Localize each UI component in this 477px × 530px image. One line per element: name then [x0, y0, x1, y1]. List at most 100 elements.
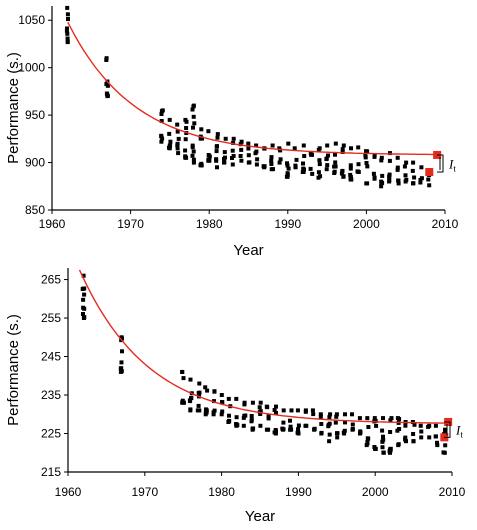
- data-point: [335, 435, 340, 440]
- data-point: [255, 157, 260, 162]
- data-point: [277, 160, 282, 165]
- data-point: [199, 127, 204, 132]
- x-axis-label: Year: [233, 242, 263, 259]
- data-point: [280, 426, 285, 431]
- marker-2: [425, 168, 434, 177]
- data-point: [427, 435, 432, 440]
- data-point: [241, 415, 246, 420]
- data-point: [412, 175, 417, 180]
- data-point: [443, 443, 448, 448]
- data-point: [412, 422, 417, 427]
- data-point: [190, 143, 195, 148]
- data-point: [302, 154, 307, 158]
- data-point: [381, 450, 386, 455]
- data-point: [294, 157, 299, 162]
- annotation-subscript: t: [453, 164, 456, 174]
- x-tick-label: 1980: [208, 485, 235, 499]
- y-tick-label: 255: [41, 311, 61, 325]
- data-point: [310, 171, 315, 176]
- data-point: [200, 136, 204, 141]
- data-point: [214, 158, 219, 163]
- data-point: [261, 164, 266, 169]
- data-point: [397, 427, 402, 431]
- data-point: [220, 400, 224, 405]
- data-point: [81, 273, 86, 278]
- y-tick-label: 265: [41, 273, 61, 287]
- data-point: [258, 423, 263, 428]
- data-point: [301, 143, 306, 148]
- data-point: [176, 151, 181, 156]
- data-point: [192, 121, 197, 126]
- data-point: [254, 162, 259, 167]
- x-tick-label: 2000: [353, 217, 380, 231]
- data-point: [387, 178, 392, 183]
- data-point: [326, 153, 330, 158]
- data-point: [190, 107, 195, 112]
- data-point: [215, 165, 219, 170]
- data-point: [318, 414, 323, 419]
- data-point: [190, 153, 195, 158]
- data-point: [327, 432, 332, 437]
- data-point: [175, 146, 180, 151]
- data-point: [189, 396, 194, 401]
- data-point: [418, 178, 423, 182]
- data-point: [215, 132, 220, 137]
- data-point: [104, 56, 109, 61]
- data-point: [343, 420, 347, 425]
- data-point: [348, 172, 353, 177]
- data-point: [308, 151, 313, 156]
- data-point: [247, 160, 252, 165]
- data-point: [81, 297, 86, 302]
- data-point: [269, 159, 274, 163]
- data-point: [188, 407, 193, 412]
- data-point: [120, 349, 124, 354]
- data-point: [403, 173, 408, 178]
- data-point: [365, 164, 370, 169]
- data-point: [334, 414, 339, 419]
- data-point: [317, 146, 322, 151]
- data-point: [342, 428, 347, 433]
- data-point: [356, 162, 361, 167]
- data-point: [264, 404, 269, 409]
- data-point: [379, 155, 384, 160]
- data-point: [340, 150, 345, 154]
- data-point: [365, 416, 370, 421]
- data-point: [350, 422, 355, 427]
- data-point: [167, 117, 172, 122]
- data-point: [191, 157, 196, 162]
- y-tick-label: 215: [41, 465, 61, 479]
- data-point: [349, 146, 353, 151]
- data-point: [230, 162, 235, 167]
- data-point: [426, 177, 431, 182]
- data-point: [387, 158, 392, 163]
- data-point: [296, 423, 301, 428]
- data-point: [197, 381, 202, 386]
- data-point: [81, 312, 85, 316]
- data-point: [380, 445, 385, 450]
- data-point: [427, 183, 432, 188]
- data-point: [239, 147, 244, 152]
- y-tick-label: 225: [41, 427, 61, 441]
- data-point: [366, 425, 371, 429]
- data-point: [234, 415, 239, 420]
- bracket: [437, 154, 444, 173]
- data-point: [380, 181, 385, 185]
- y-tick-label: 235: [41, 388, 61, 402]
- data-point: [324, 167, 329, 172]
- data-point: [327, 415, 332, 420]
- data-point: [246, 141, 251, 146]
- data-point: [388, 418, 393, 423]
- data-point: [160, 108, 165, 113]
- data-point: [388, 448, 393, 453]
- annotation-symbol: I: [455, 423, 461, 438]
- data-point: [285, 163, 290, 168]
- data-point: [212, 399, 216, 404]
- data-point: [296, 427, 300, 432]
- data-point: [159, 112, 164, 116]
- data-point: [419, 435, 424, 440]
- data-point: [311, 412, 316, 417]
- fit-curve: [67, 21, 438, 156]
- data-point: [295, 408, 300, 413]
- x-axis-label: Year: [245, 508, 275, 525]
- data-point: [65, 26, 69, 31]
